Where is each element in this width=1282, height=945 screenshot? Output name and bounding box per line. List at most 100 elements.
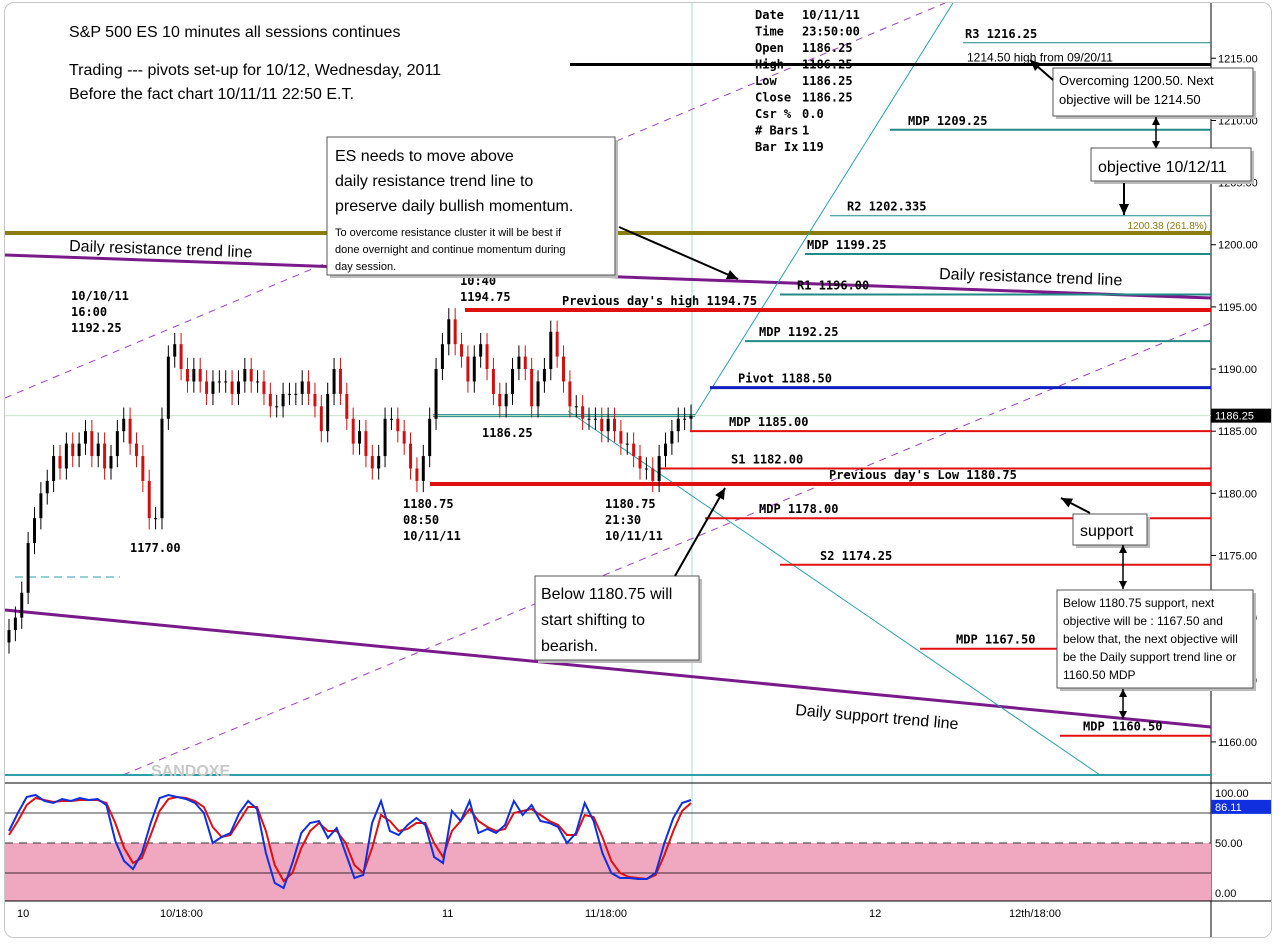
candle-body xyxy=(415,468,419,481)
candle-body xyxy=(447,319,451,345)
candle-body xyxy=(173,344,177,357)
candle-body xyxy=(377,456,381,469)
candle-body xyxy=(141,456,145,481)
callout-below-support-text: Below 1180.75 support, next xyxy=(1063,596,1215,610)
candle-body xyxy=(217,381,221,383)
candle-body xyxy=(326,393,330,432)
candle-body xyxy=(619,431,623,444)
candle-body xyxy=(332,369,336,394)
info-key: High xyxy=(755,58,784,72)
level-label: MDP 1192.25 xyxy=(759,325,838,339)
stoch-y-tick: 50.00 xyxy=(1215,838,1243,850)
callout-bearish-box xyxy=(534,575,700,661)
level-label: MDP 1209.25 xyxy=(908,114,987,128)
candle-body xyxy=(504,393,508,407)
candle-body xyxy=(128,418,132,444)
level-label: R1 1196.00 xyxy=(797,278,869,292)
price-annotation: 10/11/11 xyxy=(403,529,461,543)
candle-body xyxy=(338,369,342,394)
candle-body xyxy=(409,443,413,469)
info-key: Date xyxy=(755,8,784,22)
candle-body xyxy=(294,393,298,395)
callout-support-box xyxy=(1072,513,1148,546)
info-key: # Bars xyxy=(755,124,798,138)
callout-support-arrow-head xyxy=(1061,498,1074,508)
level-label: MDP 1160.50 xyxy=(1083,720,1162,734)
info-value: 0.0 xyxy=(802,107,824,121)
candle-body xyxy=(211,381,215,394)
fork-dashed-lower xyxy=(122,322,1212,776)
candle-body xyxy=(13,617,17,631)
info-value: 23:50:00 xyxy=(802,25,860,39)
candle-body xyxy=(58,456,62,469)
candle-body xyxy=(466,356,470,382)
level-label: R2 1202.335 xyxy=(847,200,926,214)
candle-body xyxy=(460,344,464,357)
callout-resistance-text: ES needs to move above xyxy=(335,148,514,165)
callout-resistance-arrow xyxy=(618,226,739,280)
candle-body xyxy=(632,443,636,457)
candle-body xyxy=(154,518,158,520)
stoch-y-tick: 100.00 xyxy=(1215,788,1249,800)
price-annotation: 1177.00 xyxy=(130,541,181,555)
daily-support-trend-line xyxy=(5,608,1212,729)
price-annotation: 1194.75 xyxy=(460,290,511,304)
level-label: Previous day's high 1194.75 xyxy=(562,294,757,308)
info-value: 119 xyxy=(802,140,824,154)
price-annotation: 1180.75 xyxy=(403,497,454,511)
candle-body xyxy=(275,406,279,408)
candle-body xyxy=(122,418,126,432)
candle-body xyxy=(625,443,629,445)
candle-body xyxy=(383,418,387,457)
callout-objective-arrow-head xyxy=(1119,204,1129,215)
level-label: MDP 1199.25 xyxy=(807,238,886,252)
candle-body xyxy=(389,418,393,420)
candle-body xyxy=(7,630,11,643)
candle-body xyxy=(64,443,68,469)
price-annotation: 1192.25 xyxy=(71,321,122,335)
info-value: 1186.25 xyxy=(802,91,853,105)
objective-double-arrow-head-bottom xyxy=(1152,141,1160,149)
candle-body xyxy=(205,381,209,394)
stoch-d-line xyxy=(8,795,692,883)
callout-below-support-text: objective will be : 1167.50 and xyxy=(1063,614,1223,628)
y-tick-label: 1160.00 xyxy=(1218,737,1257,749)
candle-body xyxy=(262,381,266,394)
candle-body xyxy=(485,344,489,370)
candle-body xyxy=(530,369,534,407)
callout-objective-note-box xyxy=(1052,67,1254,117)
candle-body xyxy=(96,443,100,457)
info-key: Time xyxy=(755,25,784,39)
support-double-arrow-head-top xyxy=(1119,545,1127,553)
candle-body xyxy=(568,381,572,407)
candle-body xyxy=(281,393,285,407)
below-support-double-arrow-head-top xyxy=(1119,689,1127,697)
candle-body xyxy=(434,369,438,419)
candle-body xyxy=(574,406,578,408)
candle-body xyxy=(115,431,119,457)
candle-body xyxy=(657,456,661,481)
callout-resistance-text: daily resistance trend line to xyxy=(335,173,533,190)
candle-body xyxy=(638,456,642,469)
candle-body xyxy=(606,418,610,432)
candle-body xyxy=(542,369,546,382)
candle-body xyxy=(664,443,668,457)
info-key: Csr % xyxy=(755,107,792,121)
candle-body xyxy=(134,443,138,457)
candle-body xyxy=(358,431,362,444)
price-annotation: 10/11/11 xyxy=(605,529,663,543)
candle-body xyxy=(45,480,49,494)
callout-bearish-arrow-head xyxy=(715,488,725,501)
candle-body xyxy=(166,356,170,419)
level-label: S2 1174.25 xyxy=(820,549,892,563)
below-support-double-arrow-head-bottom xyxy=(1119,711,1127,719)
x-tick-label: 12th/18:00 xyxy=(1009,908,1061,920)
candle-body xyxy=(364,431,368,457)
candle-body xyxy=(555,331,559,357)
candle-body xyxy=(549,331,553,370)
callout-resistance-note: day session. xyxy=(335,261,396,273)
level-label: Previous day's Low 1180.75 xyxy=(829,468,1017,482)
candle-body xyxy=(147,480,151,519)
level-label: MDP 1178.00 xyxy=(759,502,838,516)
candle-body xyxy=(71,443,75,457)
